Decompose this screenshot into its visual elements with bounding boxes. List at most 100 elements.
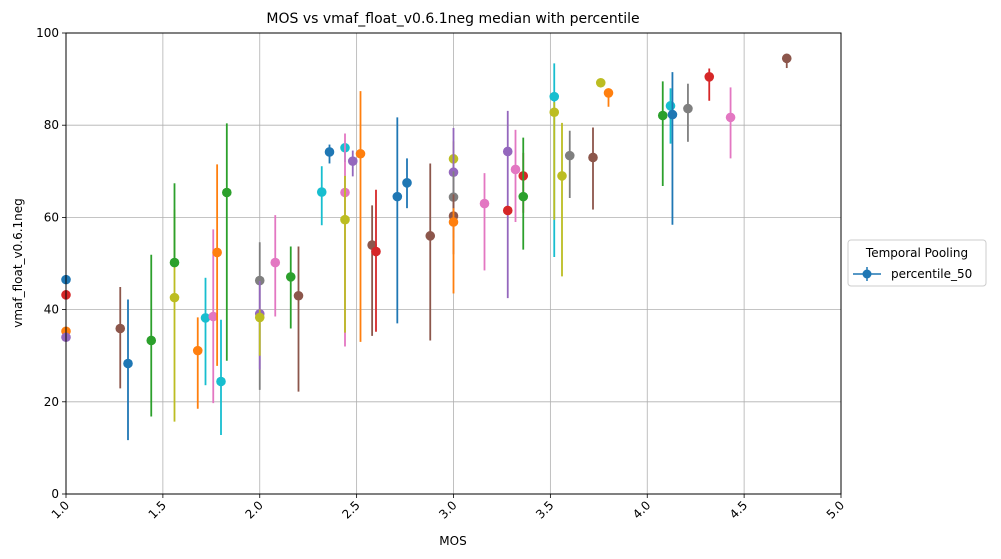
data-point [169,183,180,268]
median-marker [212,247,222,258]
median-marker [549,107,560,118]
data-point [402,158,412,209]
y-tick-label: 20 [44,395,59,409]
y-tick-label: 0 [51,487,59,501]
data-point [549,102,560,220]
data-point [502,205,513,216]
median-marker [392,191,403,202]
data-point [324,144,335,164]
data-point [293,246,304,392]
data-point [212,164,222,366]
data-point [123,299,133,441]
data-point [479,173,490,271]
data-point [192,317,203,409]
data-marks [61,53,792,441]
median-marker [657,110,668,121]
median-marker [665,101,676,111]
data-point [588,127,598,210]
data-point [518,137,529,250]
median-marker [603,88,614,98]
data-point [200,277,211,386]
x-tick-label: 1.0 [49,498,72,521]
x-tick-label: 2.5 [339,498,362,521]
median-marker [324,147,335,157]
x-tick-label: 4.0 [630,498,653,521]
data-point [564,130,575,199]
median-marker [293,290,304,301]
legend-entry-label: percentile_50 [891,267,972,281]
median-marker [200,313,211,323]
data-point [667,72,678,225]
x-axis-title: MOS [439,534,466,548]
x-axis-ticks: 1.0 1.5 2.0 2.5 3.0 3.5 4.0 4.5 5.0 [49,494,847,522]
median-marker [502,205,513,216]
legend-marker [862,269,872,279]
y-tick-label: 80 [44,118,59,132]
median-marker [270,257,281,268]
data-point [781,53,792,69]
data-point [270,215,281,317]
median-marker [192,345,203,356]
x-tick-label: 3.0 [436,498,459,521]
median-marker [402,178,412,188]
legend-title: Temporal Pooling [865,246,968,260]
y-axis-ticks: 0 20 40 60 80 100 [36,26,66,501]
median-marker [704,71,715,82]
data-point [704,68,715,101]
legend-box [847,239,987,287]
y-axis-title: vmaf_float_v0.6.1neg [11,198,25,328]
median-marker [285,272,296,282]
median-marker [683,103,693,114]
data-point [146,254,157,417]
x-tick-label: 2.0 [242,498,265,521]
median-marker [549,91,560,102]
y-tick-label: 40 [44,303,59,317]
median-marker [355,148,366,159]
median-marker [123,358,133,369]
median-marker [254,275,265,286]
data-point [355,91,366,342]
median-marker [340,214,350,225]
median-marker [208,311,219,322]
median-marker [222,187,232,198]
data-point [340,175,350,333]
data-point [502,110,513,299]
data-point [657,81,668,187]
median-marker [595,77,606,88]
data-point [392,117,403,324]
median-marker [502,146,513,157]
x-tick-label: 1.5 [146,498,169,521]
median-marker [588,152,598,163]
y-tick-label: 100 [36,26,59,40]
x-tick-label: 3.5 [533,498,556,521]
data-point [115,287,126,389]
data-point [316,166,327,226]
median-marker [347,156,358,166]
data-point [222,123,232,361]
median-marker [254,312,265,323]
data-point [285,246,296,329]
median-marker [169,257,180,268]
median-marker [448,217,459,227]
data-point [603,88,614,107]
data-point [254,309,265,356]
data-point [347,150,358,177]
median-marker [146,335,157,346]
data-point [371,189,381,332]
x-tick-label: 4.5 [727,498,750,521]
data-point [557,122,567,277]
data-point [510,129,521,223]
median-marker [425,231,436,241]
data-point [683,83,693,142]
median-marker [667,109,678,120]
median-marker [169,292,180,303]
median-marker [564,150,575,161]
median-marker [216,376,226,387]
data-point [725,87,736,159]
data-point [595,77,606,88]
median-marker [115,323,126,334]
data-point [208,229,219,404]
y-tick-label: 60 [44,210,59,224]
data-point [448,208,459,294]
